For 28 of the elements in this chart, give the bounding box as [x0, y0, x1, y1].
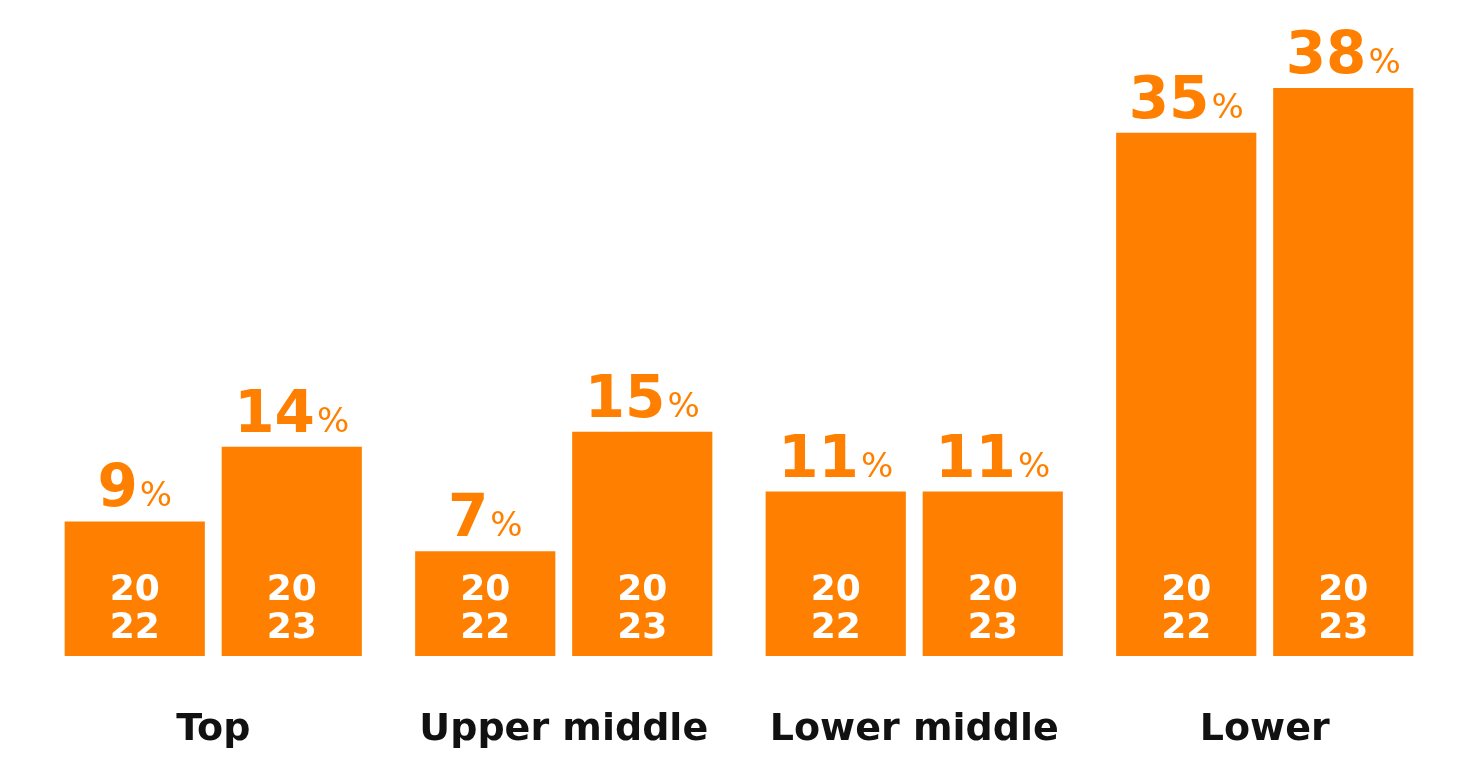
- bar: [765, 491, 906, 656]
- x-tick-label: Lower middle: [769, 705, 1059, 749]
- bar: [221, 446, 362, 656]
- bar: [64, 521, 205, 656]
- bar: [1273, 88, 1414, 656]
- data-label: 35%: [1128, 63, 1244, 132]
- bar: [415, 551, 556, 656]
- text: 2023: [1318, 566, 1369, 646]
- data-label: 15%: [584, 362, 700, 431]
- data-label: 7%: [447, 482, 523, 551]
- data-label: 11%: [778, 422, 894, 491]
- text: 2022: [810, 566, 861, 646]
- series-label: 2023: [266, 566, 317, 646]
- text: 2022: [1161, 566, 1212, 646]
- data-label: 11%: [935, 422, 1051, 491]
- bar: [1116, 132, 1257, 656]
- text: 2022: [460, 566, 511, 646]
- series-label: 2022: [109, 566, 160, 646]
- data-label: 9%: [97, 452, 173, 521]
- x-tick-label: Lower: [1199, 705, 1330, 749]
- bar: [572, 431, 713, 656]
- bar: [922, 491, 1063, 656]
- x-tick-label: Top: [176, 705, 251, 749]
- data-label: 14%: [234, 377, 350, 446]
- text: 2023: [967, 566, 1018, 646]
- data-label: 38%: [1285, 19, 1401, 87]
- text: 2023: [617, 566, 668, 646]
- x-tick-label: Upper middle: [419, 705, 709, 749]
